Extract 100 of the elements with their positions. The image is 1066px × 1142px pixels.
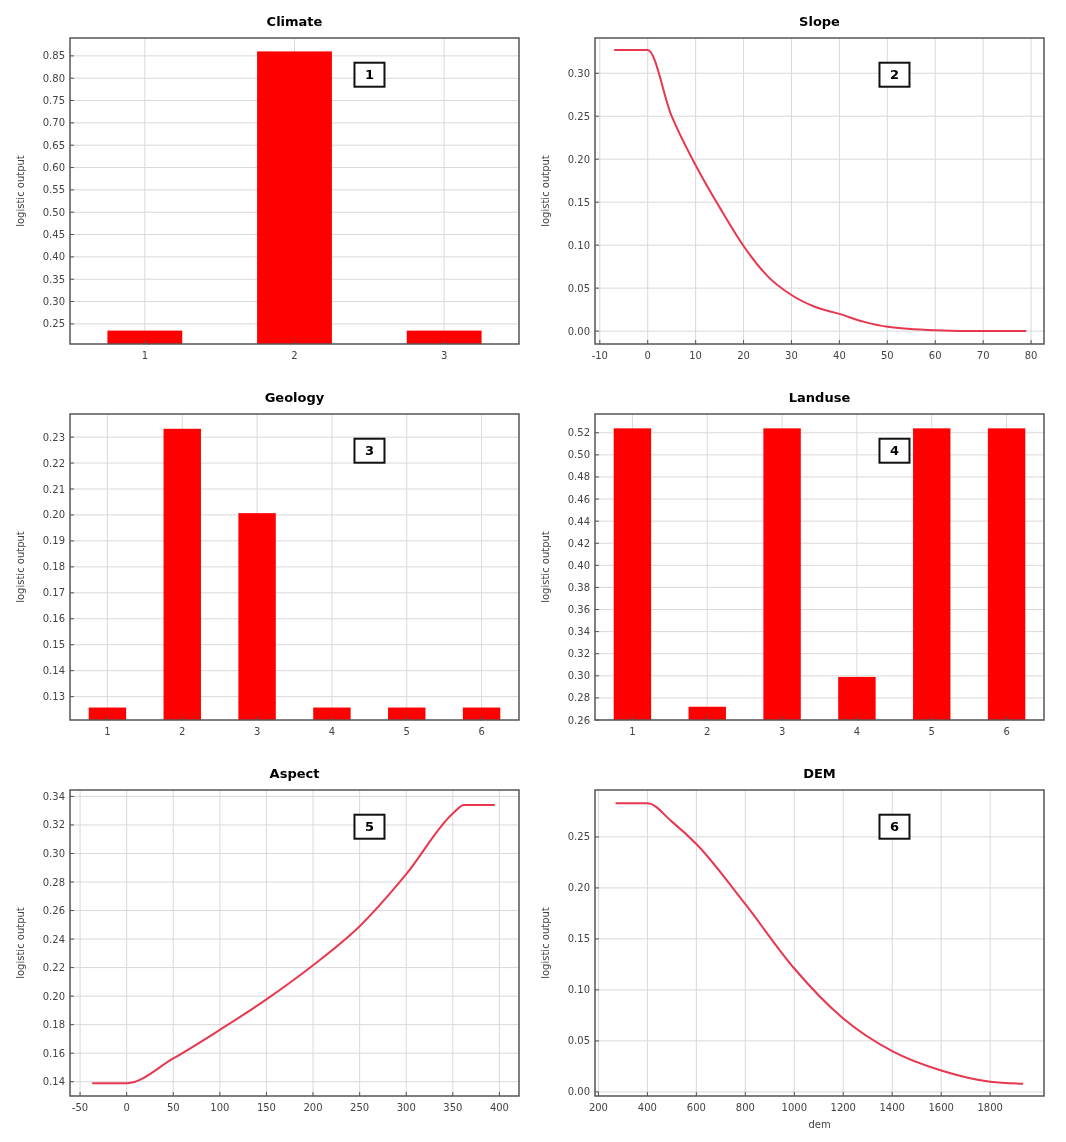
y-axis-title: logistic output — [540, 531, 551, 603]
y-tick-label: 0.46 — [567, 493, 590, 505]
annotation: 5 — [364, 819, 375, 835]
y-tick-label: 0.10 — [567, 239, 590, 251]
y-tick-label: 0.17 — [42, 587, 65, 599]
y-tick-label: 0.34 — [42, 790, 65, 802]
x-tick-label: 30 — [785, 350, 798, 361]
x-tick-label: 1 — [104, 726, 111, 737]
y-tick-label: 0.32 — [567, 648, 590, 660]
y-tick-label: 0.35 — [42, 273, 65, 285]
y-tick-label: 0.13 — [42, 691, 65, 703]
chart-title: DEM — [803, 766, 836, 781]
x-tick-label: 1400 — [879, 1102, 905, 1113]
y-tick-label: 0.70 — [42, 117, 65, 129]
chart-title: Geology — [264, 390, 325, 405]
y-tick-label: 0.19 — [42, 535, 65, 547]
y-tick-label: 0.52 — [567, 427, 590, 439]
y-tick-label: 0.45 — [42, 229, 65, 241]
y-tick-label: 0.14 — [42, 1076, 65, 1088]
y-axis-title: logistic output — [540, 155, 551, 227]
x-tick-label: 300 — [396, 1102, 416, 1113]
y-tick-label: 0.23 — [42, 431, 65, 443]
y-tick-label: 0.24 — [42, 933, 65, 945]
x-tick-label: 600 — [686, 1102, 706, 1113]
x-tick-label: 100 — [210, 1102, 230, 1113]
y-tick-label: 0.30 — [567, 670, 590, 682]
y-tick-label: 0.50 — [567, 449, 590, 461]
y-tick-label: 0.15 — [567, 933, 590, 945]
y-tick-label: 0.75 — [42, 95, 65, 107]
y-tick-label: 0.30 — [567, 67, 590, 79]
y-tick-label: 0.28 — [42, 876, 65, 888]
y-tick-label: 0.00 — [567, 1086, 590, 1098]
x-axis-title: dem — [808, 1119, 831, 1130]
x-tick-label: 6 — [1003, 726, 1010, 737]
x-tick-label: 3 — [778, 726, 786, 737]
y-tick-label: 0.26 — [42, 905, 65, 917]
y-axis-title: logistic output — [15, 907, 26, 979]
y-tick-label: 0.14 — [42, 665, 65, 677]
x-tick-label: 0 — [644, 350, 651, 361]
annotation: 3 — [364, 443, 375, 459]
annotation: 6 — [889, 819, 900, 835]
x-tick-label: 6 — [478, 726, 485, 737]
x-tick-label: 1000 — [781, 1102, 808, 1113]
y-tick-label: 0.85 — [42, 50, 65, 62]
y-tick-label: 0.05 — [567, 282, 590, 294]
annotation: 2 — [889, 67, 900, 83]
x-tick-label: 1600 — [928, 1102, 954, 1113]
chart-title: Slope — [799, 14, 841, 29]
y-tick-label: 0.15 — [42, 639, 65, 651]
x-tick-label: 60 — [928, 350, 942, 361]
y-tick-label: 0.20 — [42, 990, 65, 1002]
y-tick-label: 0.80 — [42, 72, 65, 84]
y-tick-label: 0.10 — [567, 984, 590, 996]
x-tick-label: -50 — [71, 1102, 89, 1113]
x-tick-label: 3 — [440, 350, 448, 361]
x-tick-label: 70 — [976, 350, 990, 361]
y-tick-label: 0.30 — [42, 847, 65, 859]
y-tick-label: 0.05 — [567, 1035, 590, 1047]
y-axis-title: logistic output — [15, 531, 26, 603]
x-tick-label: 2 — [704, 726, 711, 737]
y-tick-label: 0.22 — [42, 457, 65, 469]
chart-title: Climate — [266, 14, 323, 29]
y-tick-label: 0.25 — [567, 110, 590, 122]
line-series — [91, 803, 496, 1085]
x-tick-label: 150 — [256, 1102, 276, 1113]
x-tick-label: 3 — [253, 726, 261, 737]
y-tick-label: 0.20 — [567, 882, 590, 894]
y-tick-label: 0.38 — [567, 581, 590, 593]
y-tick-label: 0.40 — [42, 251, 65, 263]
y-tick-label: 0.00 — [567, 325, 590, 337]
y-tick-label: 0.16 — [42, 613, 65, 625]
x-tick-label: 50 — [880, 350, 894, 361]
chart-title: Landuse — [788, 390, 851, 405]
annotation: 4 — [889, 443, 900, 459]
y-tick-label: 0.34 — [567, 626, 590, 638]
y-tick-label: 0.18 — [42, 1019, 65, 1031]
y-tick-label: 0.65 — [42, 139, 65, 151]
y-tick-label: 0.20 — [42, 509, 65, 521]
y-tick-label: 0.28 — [567, 692, 590, 704]
x-tick-label: 80 — [1024, 350, 1038, 361]
x-tick-label: 2 — [291, 350, 298, 361]
x-tick-label: 200 — [303, 1102, 323, 1113]
x-tick-label: 10 — [689, 350, 702, 361]
y-tick-label: 0.36 — [567, 604, 590, 616]
y-tick-label: 0.48 — [567, 471, 590, 483]
y-tick-label: 0.60 — [42, 162, 65, 174]
y-axis-title: logistic output — [15, 155, 26, 227]
line-series — [613, 49, 1028, 333]
x-tick-label: 1 — [141, 350, 149, 361]
y-tick-label: 0.16 — [42, 1047, 65, 1059]
x-tick-label: 1 — [629, 726, 636, 737]
x-tick-label: -10 — [591, 350, 608, 361]
x-tick-label: 20 — [737, 350, 750, 361]
x-tick-label: 1800 — [977, 1102, 1003, 1113]
x-tick-label: 350 — [443, 1102, 463, 1113]
x-tick-label: 4 — [328, 726, 336, 737]
x-tick-label: 0 — [123, 1102, 130, 1113]
y-tick-label: 0.20 — [567, 153, 590, 165]
y-axis-title: logistic output — [540, 907, 551, 979]
y-tick-label: 0.25 — [42, 318, 65, 330]
